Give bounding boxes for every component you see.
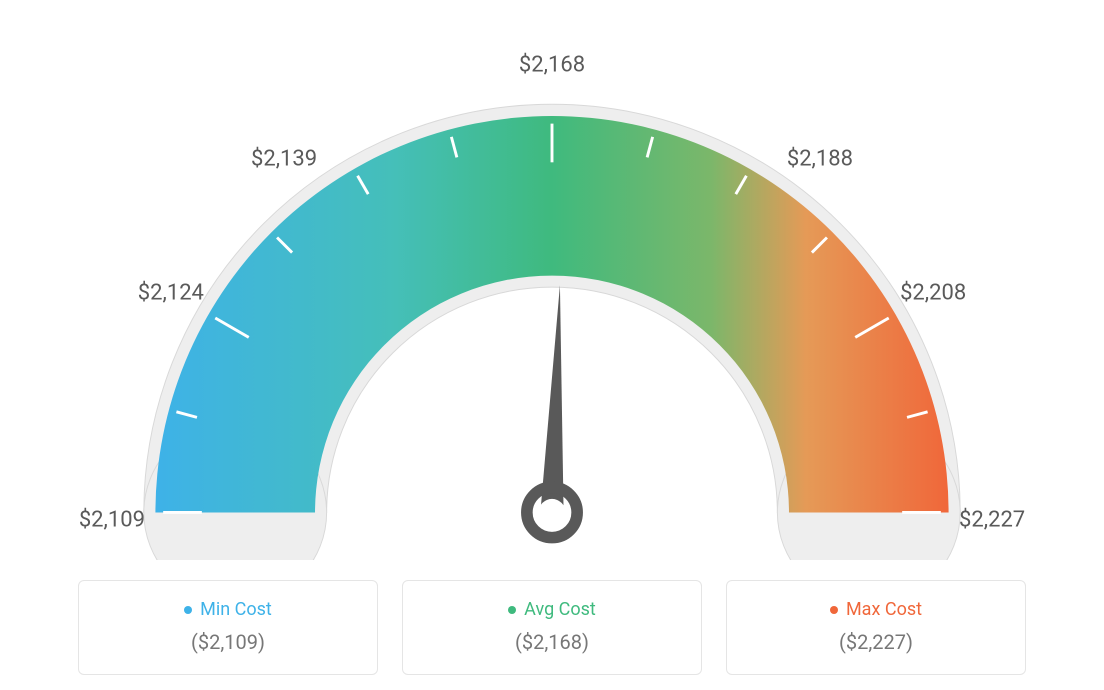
legend-title-min-text: Min Cost [200, 599, 272, 620]
gauge-tick-label: $2,124 [138, 280, 204, 305]
legend-card-min: Min Cost ($2,109) [78, 580, 378, 675]
legend-value-max: ($2,227) [747, 630, 1005, 654]
gauge-tick-label: $2,139 [251, 147, 317, 172]
legend-dot-max [830, 606, 838, 614]
legend-value-avg: ($2,168) [423, 630, 681, 654]
gauge-tick-label: $2,208 [900, 280, 966, 305]
gauge-chart: $2,109 $2,124 $2,139 $2,168 $2,188 $2,208 $2,2… [20, 20, 1084, 560]
legend-card-max: Max Cost ($2,227) [726, 580, 1026, 675]
gauge-tick-label: $2,109 [79, 508, 145, 533]
legend-title-max: Max Cost [747, 599, 1005, 620]
legend-title-min: Min Cost [99, 599, 357, 620]
legend-dot-avg [508, 606, 516, 614]
legend-title-max-text: Max Cost [846, 599, 922, 620]
legend-title-avg-text: Avg Cost [524, 599, 596, 620]
legend-dot-min [184, 606, 192, 614]
legend-title-avg: Avg Cost [423, 599, 681, 620]
gauge-tick-label: $2,168 [519, 53, 585, 78]
gauge-tick-label: $2,188 [787, 147, 853, 172]
legend-row: Min Cost ($2,109) Avg Cost ($2,168) Max … [20, 580, 1084, 675]
gauge-tick-label: $2,227 [959, 508, 1025, 533]
legend-card-avg: Avg Cost ($2,168) [402, 580, 702, 675]
legend-value-min: ($2,109) [99, 630, 357, 654]
